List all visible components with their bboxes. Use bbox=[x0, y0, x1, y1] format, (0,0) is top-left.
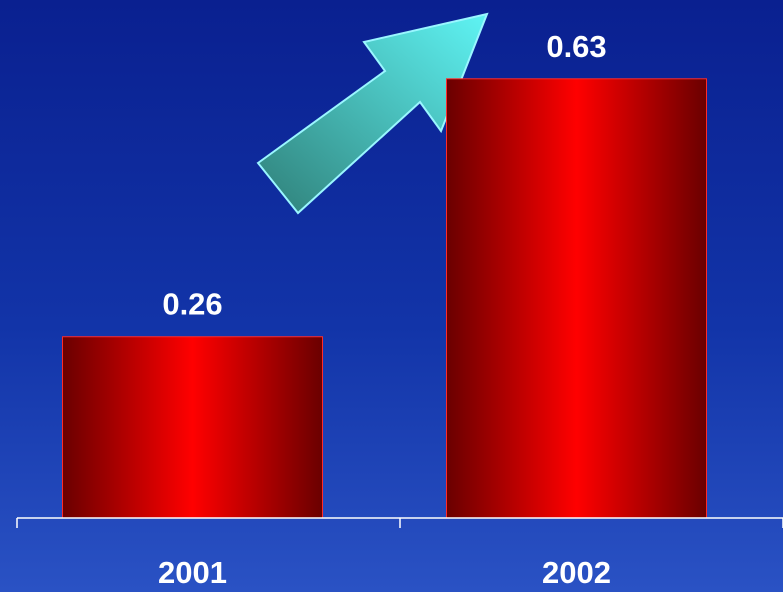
value-label-2001: 0.26 bbox=[162, 287, 222, 322]
category-label-2002: 2002 bbox=[542, 555, 611, 590]
bars-group bbox=[62, 78, 707, 519]
value-labels-group: 0.26 0.63 bbox=[162, 29, 606, 322]
category-labels-group: 2001 2002 bbox=[158, 555, 611, 590]
category-label-2001: 2001 bbox=[158, 555, 227, 590]
upward-trend-arrow-icon bbox=[256, 12, 489, 215]
bar-2002 bbox=[446, 78, 707, 519]
x-axis bbox=[16, 517, 783, 528]
value-label-2002: 0.63 bbox=[546, 29, 606, 64]
bar-2001 bbox=[62, 336, 323, 519]
